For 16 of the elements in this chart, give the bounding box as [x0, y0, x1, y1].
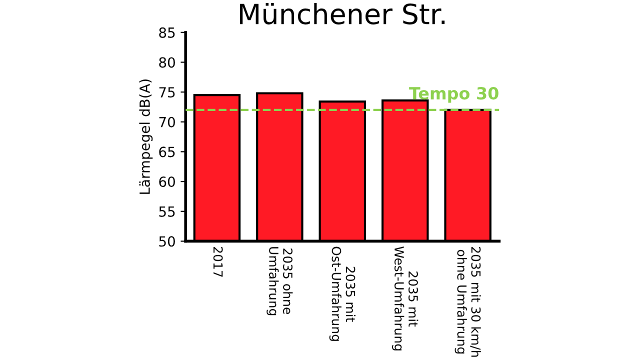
x-tick-label: 2035 mit Ost-Umfahrung: [329, 246, 356, 341]
y-tick-label: 65: [159, 146, 175, 158]
x-tick-label: 2035 mit 30 km/h ohne Umfahrung: [454, 246, 481, 357]
y-tick-label: 70: [159, 116, 175, 128]
y-tick-label: 80: [159, 57, 175, 68]
y-tick-label: 75: [159, 87, 175, 98]
x-tick-label: 2035 mit West-Umfahrung: [392, 246, 418, 350]
x-tick-label: 2035 ohne Umfahrung: [266, 247, 293, 316]
ref-line-label: Tempo 30: [409, 86, 498, 103]
chart-title: Münchener Str.: [240, 2, 445, 24]
x-tick-label: 2017: [213, 246, 223, 277]
y-tick-label: 60: [159, 176, 175, 188]
y-tick-label: 50: [159, 236, 175, 247]
y-tick-label: 55: [159, 206, 175, 217]
y-axis-title: Lärmpegel dB(A): [139, 80, 153, 194]
y-tick-label: 85: [159, 27, 175, 38]
